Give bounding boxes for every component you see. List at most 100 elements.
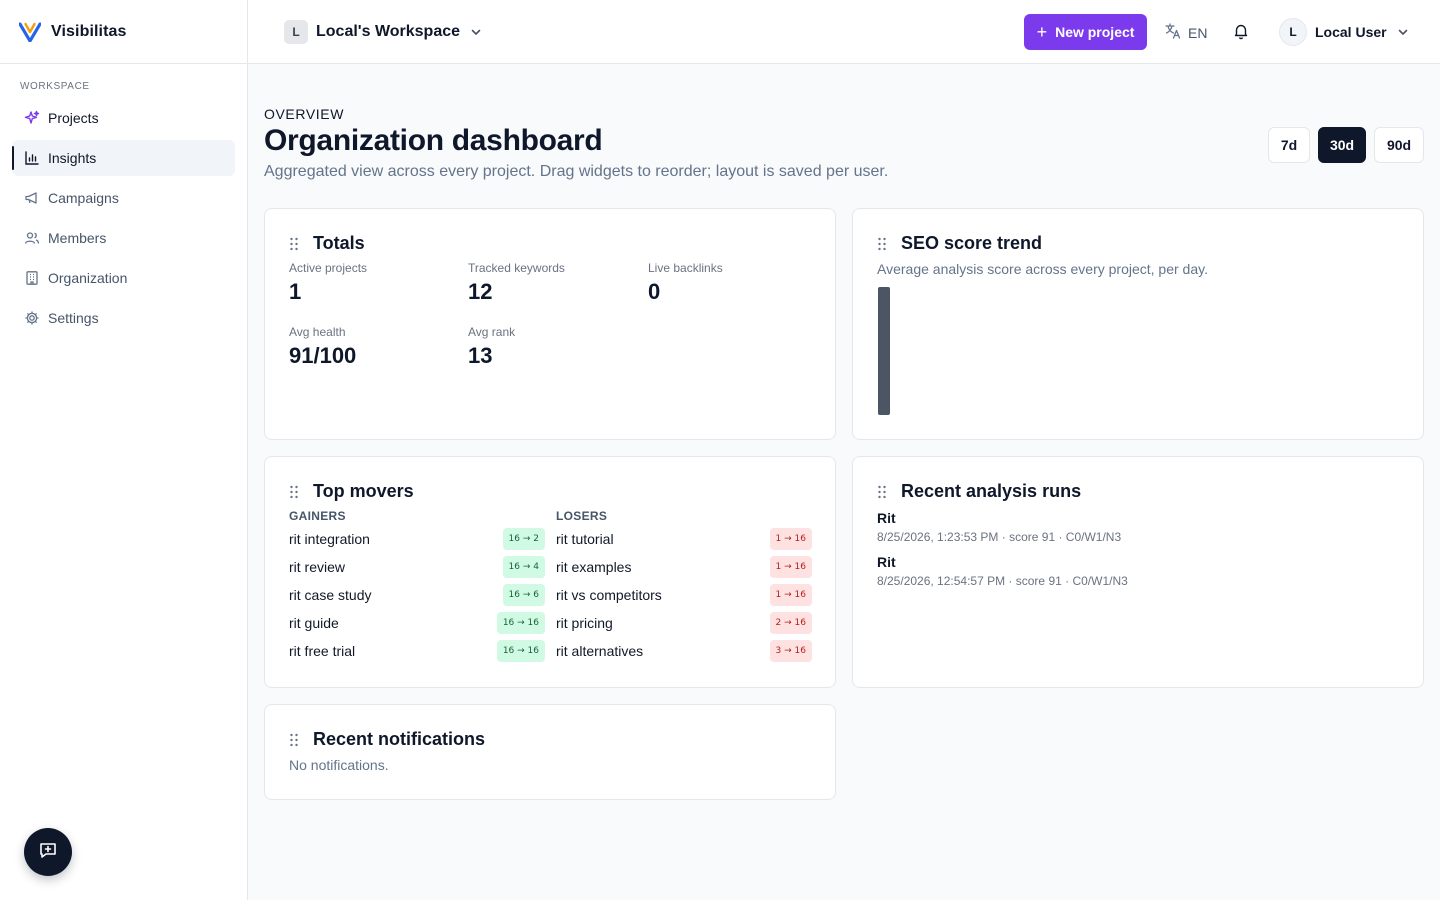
- gainer-row[interactable]: rit free trial 16 → 16: [289, 639, 545, 663]
- bar-chart-icon: [24, 150, 40, 166]
- rank-change-badge: 16 → 2: [502, 528, 545, 550]
- gainer-row[interactable]: rit case study 16 → 6: [289, 583, 545, 607]
- gainer-row[interactable]: rit review 16 → 4: [289, 555, 545, 579]
- new-project-button[interactable]: + New project: [1024, 14, 1147, 50]
- range-30d-button[interactable]: 30d: [1318, 127, 1366, 163]
- keyword: rit guide: [289, 615, 339, 631]
- stat-label: Active projects: [289, 261, 368, 275]
- message-plus-icon: [38, 840, 58, 865]
- gear-icon: [24, 310, 40, 326]
- analysis-run-item[interactable]: Rit 8/25/2026, 12:54:57 PM · score 91 · …: [877, 554, 1128, 588]
- keyword: rit tutorial: [556, 531, 614, 547]
- user-menu[interactable]: L Local User: [1279, 18, 1409, 46]
- sidebar-nav: Projects Insights Campaigns: [0, 100, 247, 336]
- analysis-run-item[interactable]: Rit 8/25/2026, 1:23:53 PM · score 91 · C…: [877, 510, 1121, 544]
- rank-change-badge: 1 → 16: [769, 584, 812, 606]
- sidebar-item-organization[interactable]: Organization: [12, 260, 235, 296]
- language-switcher[interactable]: EN: [1164, 22, 1207, 43]
- loser-row[interactable]: rit tutorial 1 → 16: [556, 527, 812, 551]
- rank-change-badge: 1 → 16: [769, 556, 812, 578]
- stat-value: 12: [468, 279, 493, 304]
- run-meta: 8/25/2026, 1:23:53 PM · score 91 · C0/W1…: [877, 530, 1122, 544]
- new-project-label: New project: [1055, 24, 1135, 40]
- drag-handle-icon[interactable]: [289, 484, 301, 500]
- recent-analysis-runs-widget: Recent analysis runs Rit 8/25/2026, 1:23…: [852, 456, 1424, 688]
- range-7d-button[interactable]: 7d: [1268, 127, 1310, 163]
- loser-row[interactable]: rit alternatives 3 → 16: [556, 639, 812, 663]
- notifications-button[interactable]: [1232, 22, 1250, 45]
- sidebar-item-label: Members: [48, 230, 107, 246]
- sidebar-item-label: Insights: [48, 150, 97, 166]
- rank-change-badge: 2 → 16: [769, 612, 812, 634]
- keyword: rit free trial: [289, 643, 356, 659]
- chat-button[interactable]: [24, 828, 72, 876]
- workspace-switcher[interactable]: L Local's Workspace: [284, 20, 482, 44]
- keyword: rit review: [289, 559, 346, 575]
- megaphone-icon: [24, 190, 40, 206]
- loser-row[interactable]: rit pricing 2 → 16: [556, 611, 812, 635]
- chevron-down-icon: [1397, 26, 1409, 38]
- widget-header: Recent notifications: [289, 729, 485, 750]
- drag-handle-icon[interactable]: [877, 236, 889, 252]
- range-90d-button[interactable]: 90d: [1374, 127, 1424, 163]
- sidebar-item-members[interactable]: Members: [12, 220, 235, 256]
- workspace-avatar: L: [284, 20, 308, 44]
- widget-header: Top movers: [289, 481, 414, 502]
- top-movers-widget: Top movers GAINERS LOSERS rit integratio…: [264, 456, 836, 688]
- sidebar-item-projects[interactable]: Projects: [12, 100, 235, 136]
- rank-change-badge: 16 → 6: [502, 584, 545, 606]
- run-project-name: Rit: [877, 554, 896, 570]
- drag-handle-icon[interactable]: [289, 732, 301, 748]
- stat-tracked-keywords: Tracked keywords 12: [468, 261, 565, 305]
- rank-change-badge: 16 → 16: [496, 612, 545, 634]
- sidebar-item-label: Campaigns: [48, 190, 119, 206]
- widget-title: Top movers: [313, 481, 414, 501]
- recent-notifications-widget: Recent notifications No notifications.: [264, 704, 836, 800]
- sidebar-item-insights[interactable]: Insights: [12, 140, 235, 176]
- widget-title: Recent notifications: [313, 729, 486, 749]
- loser-row[interactable]: rit examples 1 → 16: [556, 555, 812, 579]
- stat-label: Tracked keywords: [468, 261, 565, 275]
- rank-change-badge: 16 → 16: [496, 640, 545, 662]
- keyword: rit examples: [556, 559, 632, 575]
- user-name: Local User: [1315, 24, 1387, 40]
- drag-handle-icon[interactable]: [877, 484, 889, 500]
- stat-active-projects: Active projects 1: [289, 261, 367, 305]
- run-project-name: Rit: [877, 510, 896, 526]
- widget-header: SEO score trend: [877, 233, 1042, 254]
- keyword: rit vs competitors: [556, 587, 662, 603]
- bell-icon: [1232, 24, 1250, 44]
- widget-title: SEO score trend: [901, 233, 1043, 253]
- loser-row[interactable]: rit vs competitors 1 → 16: [556, 583, 812, 607]
- keyword: rit pricing: [556, 615, 613, 631]
- translate-icon: [1164, 22, 1182, 43]
- gainer-row[interactable]: rit integration 16 → 2: [289, 527, 545, 551]
- empty-notifications-text: No notifications.: [289, 757, 389, 773]
- sidebar-item-label: Settings: [48, 310, 99, 326]
- rank-change-badge: 16 → 4: [502, 556, 545, 578]
- stat-label: Avg rank: [468, 325, 516, 339]
- widget-description: Average analysis score across every proj…: [877, 261, 1208, 277]
- widget-title: Totals: [313, 233, 365, 253]
- users-icon: [24, 230, 40, 246]
- drag-handle-icon[interactable]: [289, 236, 301, 252]
- totals-widget: Totals Active projects 1 Tracked keyword…: [264, 208, 836, 440]
- plus-icon: +: [1036, 22, 1048, 42]
- seo-score-trend-widget: SEO score trend Average analysis score a…: [852, 208, 1424, 440]
- gainer-row[interactable]: rit guide 16 → 16: [289, 611, 545, 635]
- brand[interactable]: Visibilitas: [0, 0, 247, 64]
- stat-live-backlinks: Live backlinks 0: [648, 261, 723, 305]
- brand-logo-icon: [19, 21, 41, 42]
- chart-bar[interactable]: [878, 287, 890, 415]
- brand-name: Visibilitas: [51, 22, 127, 40]
- keyword: rit integration: [289, 531, 370, 547]
- rank-change-badge: 1 → 16: [769, 528, 812, 550]
- stat-label: Live backlinks: [648, 261, 723, 275]
- sidebar-item-label: Projects: [48, 110, 99, 126]
- widget-header: Recent analysis runs: [877, 481, 1081, 502]
- sidebar-item-settings[interactable]: Settings: [12, 300, 235, 336]
- keyword: rit case study: [289, 587, 372, 603]
- sidebar-item-campaigns[interactable]: Campaigns: [12, 180, 235, 216]
- stat-value: 0: [648, 279, 661, 304]
- top-bar: L Local's Workspace + New project EN L L…: [248, 0, 1440, 64]
